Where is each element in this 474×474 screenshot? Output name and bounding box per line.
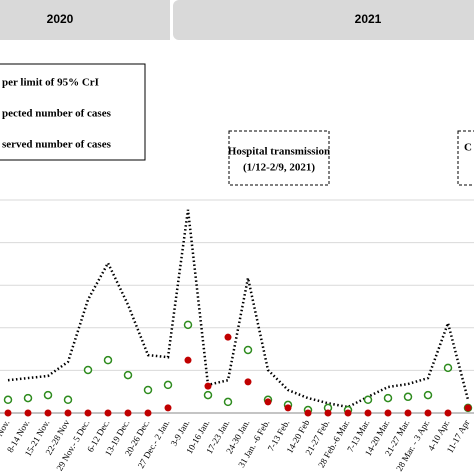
observed-point: [264, 398, 272, 406]
legend-label: per limit of 95% CrI: [2, 77, 99, 89]
expected-point: [23, 393, 33, 403]
observed-point: [304, 409, 312, 417]
year-label: 2020: [47, 12, 74, 26]
expected-point: [383, 393, 393, 403]
year-label: 2021: [355, 12, 382, 26]
expected-point: [243, 345, 253, 355]
observed-point: [244, 378, 252, 386]
x-tick-label: 7 Nov.: [0, 418, 12, 444]
observed-point: [144, 409, 152, 417]
observed-point: [364, 409, 372, 417]
observed-point: [104, 409, 112, 417]
expected-point: [223, 397, 233, 407]
legend-box: [0, 63, 146, 161]
expected-point: [63, 395, 73, 405]
expected-point: [203, 390, 213, 400]
observed-point: [84, 409, 92, 417]
year-band: [0, 0, 170, 40]
annotation: Hospital transmission: [228, 146, 330, 158]
annotation-box: [457, 130, 474, 186]
observed-point: [44, 409, 52, 417]
expected-point: [123, 370, 133, 380]
observed-point: [24, 409, 32, 417]
observed-point: [464, 404, 472, 412]
expected-point: [43, 390, 53, 400]
legend: per limit of 95% CrI pected number of cas…: [2, 77, 112, 151]
upper-limit-line: [7, 209, 470, 409]
legend-label: pected number of cases: [2, 108, 112, 120]
expected-point: [423, 390, 433, 400]
observed-point: [344, 409, 352, 417]
expected-point: [103, 355, 113, 365]
observed-point: [184, 356, 192, 364]
expected-point: [143, 385, 153, 395]
observed-point: [64, 409, 72, 417]
observed-point: [324, 409, 332, 417]
expected-point: [443, 363, 453, 373]
annotation: (1/12-2/9, 2021): [243, 162, 315, 174]
year-band: [173, 0, 474, 40]
expected-point: [183, 320, 193, 330]
observed-point: [444, 409, 452, 417]
observed-point: [424, 409, 432, 417]
observed-point: [4, 409, 12, 417]
observed-point: [224, 333, 232, 341]
observed-point: [284, 404, 292, 412]
expected-point: [3, 395, 13, 405]
expected-point: [363, 395, 373, 405]
annotation: C: [464, 142, 472, 154]
expected-point: [163, 380, 173, 390]
observed-point: [204, 382, 212, 390]
observed-point: [124, 409, 132, 417]
legend-label: served number of cases: [2, 139, 112, 151]
observed-point: [404, 409, 412, 417]
annotation-box: [228, 130, 330, 186]
observed-point: [384, 409, 392, 417]
expected-point: [83, 365, 93, 375]
expected-point: [403, 392, 413, 402]
observed-point: [164, 404, 172, 412]
